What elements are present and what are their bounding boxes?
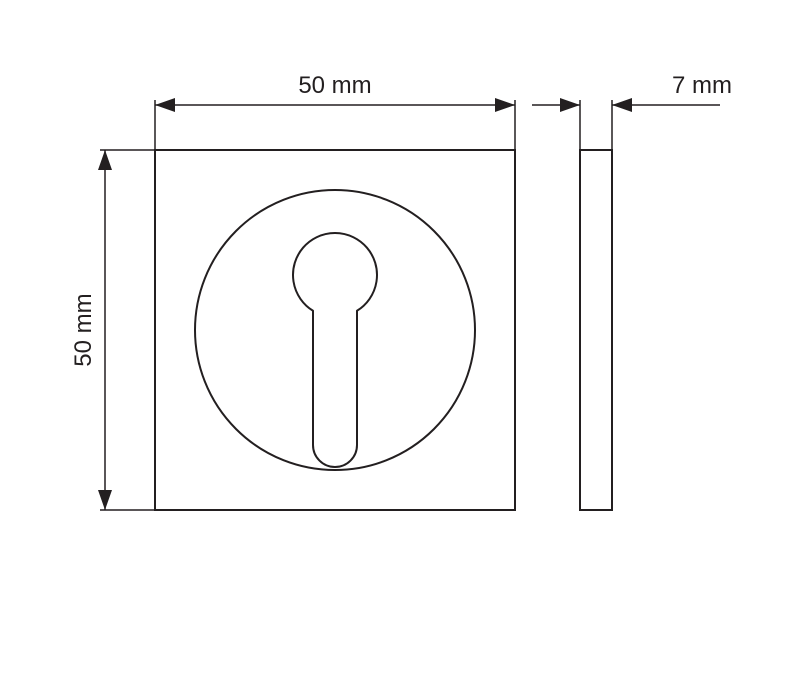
front-plate xyxy=(155,150,515,510)
arrowhead xyxy=(612,98,632,112)
arrowhead xyxy=(495,98,515,112)
arrowhead xyxy=(560,98,580,112)
keyhole-outline xyxy=(293,233,377,467)
arrowhead xyxy=(98,150,112,170)
dim-label-height: 50 mm xyxy=(70,293,97,366)
arrowhead xyxy=(98,490,112,510)
technical-drawing: 50 mm 50 mm 7 mm xyxy=(0,0,800,700)
dim-label-width: 50 mm xyxy=(298,72,371,99)
side-plate xyxy=(580,150,612,510)
arrowhead xyxy=(155,98,175,112)
front-circle xyxy=(195,190,475,470)
dim-label-depth: 7 mm xyxy=(672,72,732,99)
